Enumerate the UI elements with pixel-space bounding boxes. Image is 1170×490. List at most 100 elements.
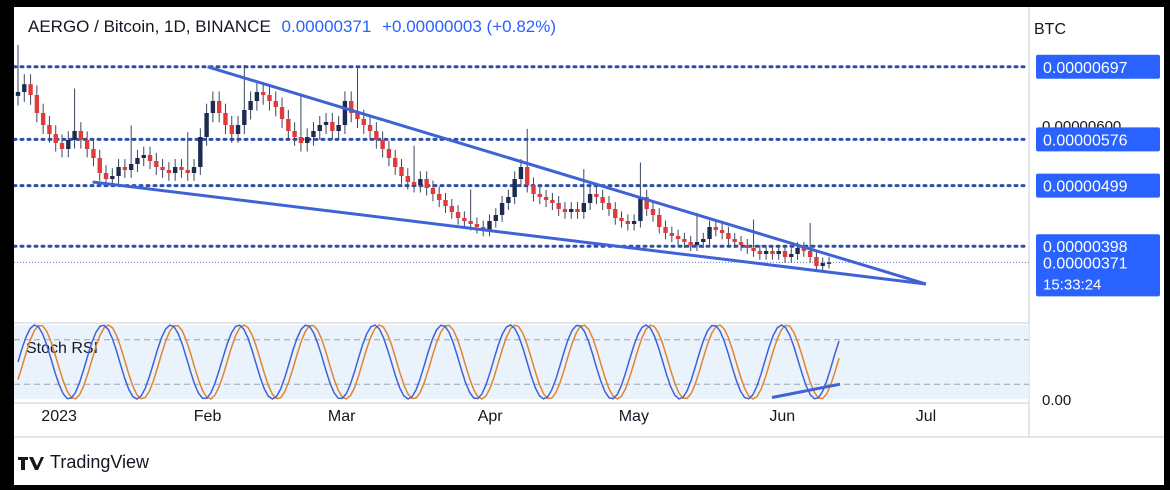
candle-body [738,242,744,245]
candle-body [688,242,693,245]
candle-body [317,125,322,131]
candle-body [267,95,272,101]
candle-body [292,131,297,137]
candle-body [418,179,423,185]
candle-body [675,236,681,239]
candle-body [449,206,454,212]
stoch-d-line [17,324,840,400]
candle-body [713,227,719,230]
candle-body [185,170,190,173]
candle-body [663,227,668,233]
candle-body [826,262,832,264]
candle-body [210,101,216,113]
last-price-label: 0.00000371 [1043,255,1128,272]
indicator-trendline [771,382,841,399]
candle-body [499,203,505,215]
candle-body [110,176,115,179]
level-price-label: 0.00000499 [1043,179,1128,196]
candle-body [807,251,813,257]
candle-body [537,194,543,197]
candle-body [443,200,448,206]
candle-body [776,251,781,254]
candle-body [726,233,731,239]
candle-body [191,167,197,173]
candle-body [330,122,335,131]
candle-body [644,197,649,209]
candle-body [103,173,109,179]
candle-body [638,197,643,221]
candle-body [701,239,706,242]
symbol-label: AERGO / Bitcoin, 1D, BINANCE [28,17,271,36]
chart-svg: 0.000006000.000006970.000005760.00000499… [14,7,1164,438]
candle-body [135,158,140,164]
candle-body [512,179,517,197]
candle-body [770,251,775,254]
candle-body [47,125,52,134]
x-tick-label: May [619,408,649,425]
price-label: 0.00000371 [281,17,372,36]
candle-body [600,197,605,203]
candle-body [543,197,549,200]
candle-body [248,101,253,110]
candle-body [631,221,637,224]
candle-body [349,101,354,113]
candle-body [223,113,228,125]
candle-body [789,254,794,257]
candle-body [91,149,96,158]
candle-body [594,194,599,197]
x-tick-label: Apr [478,408,504,425]
candle-body [22,84,27,92]
candle-body [204,113,209,137]
candle-body [286,119,291,131]
candle-body [15,92,21,96]
level-price-tag [1036,173,1160,198]
x-tick-label: Feb [194,408,222,425]
candle-body [122,167,128,170]
candle-body [279,107,285,119]
candle-body [229,125,234,134]
trendline [207,65,927,286]
x-tick-label: 2023 [41,408,77,425]
candle-body [437,194,442,200]
candle-body [462,218,467,221]
candle-body [260,92,266,95]
candle-body [28,84,33,95]
x-tick-label: Jul [916,408,936,425]
candle-body [606,203,612,209]
candle-body [801,248,807,251]
candle-body [141,155,146,158]
candle-body [147,155,153,161]
candle-body [745,245,750,248]
candle-body [367,125,373,131]
candle-body [399,167,404,176]
candle-body [763,251,769,254]
candle-body [613,209,618,218]
candle-body [430,188,436,194]
candle-body [40,113,46,125]
x-tick-label: Jun [769,408,795,425]
candle-body [795,248,800,254]
candle-body [625,221,631,224]
candle-body [78,131,84,140]
level-price-tag [1036,54,1160,79]
indicator-band [14,325,1029,399]
candle-body [619,218,624,221]
candle-body [474,224,480,227]
candle-body [154,161,159,167]
indicator-name: Stoch RSI [26,340,98,357]
candle-body [393,158,398,167]
candle-body [361,119,366,125]
level-price-tag [1036,234,1160,259]
candle-body [128,164,134,170]
candle-body [657,215,662,227]
candle-body [820,263,825,266]
candle-body [719,230,725,233]
candle-body [518,167,524,179]
candle-body [587,194,593,203]
candle-body [556,203,561,209]
candle-body [405,176,410,182]
change-label: +0.00000003 (+0.82%) [382,17,557,36]
candle-body [84,140,90,149]
candle-body [525,167,530,185]
